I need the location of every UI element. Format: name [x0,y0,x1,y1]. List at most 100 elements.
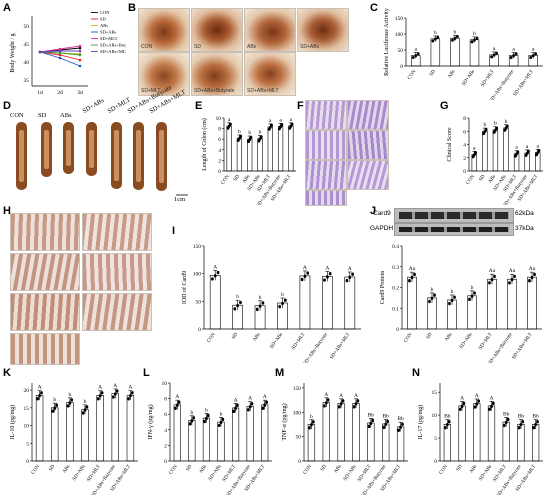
bar [267,126,273,172]
significance-letter: a [228,117,231,123]
data-point [412,55,415,59]
bar [443,423,451,462]
significance-letter: b [494,121,497,127]
blot-card9 [394,208,514,223]
significance-letter: Aa [529,266,536,272]
data-point [303,274,307,278]
tissue-photo: SD [191,8,243,52]
bar [209,275,221,330]
y-tick-label: 150 [395,16,404,22]
weight-point [78,44,82,48]
data-point [345,278,349,282]
bar [487,405,496,462]
significance-letter: b [53,397,56,403]
panel-a-xtick: 1d [37,90,43,96]
data-point [492,130,496,134]
panel-letter-i: I [172,225,176,237]
y-tick-label: 6 [164,412,167,418]
bar [226,125,232,172]
ihc-photo [82,213,152,251]
data-point [490,404,493,408]
legend-label: CON [100,10,110,15]
bar [246,406,254,462]
panel-letter-n: N [412,367,420,379]
data-point [328,271,332,275]
data-point [534,422,537,426]
significance-letter: Bb [368,412,375,418]
y-tick-label: 50 [196,299,202,305]
data-point [55,403,58,407]
y-tick-label: 8 [218,127,221,133]
data-point [131,391,134,394]
bar [247,138,253,172]
significance-letter: b [505,119,508,125]
significance-letter: b [238,129,241,135]
data-point [36,397,39,400]
bar [337,403,345,462]
data-point [472,153,476,156]
panel-a-ytick: 50 [24,24,30,30]
panel-l-bar-chart: IFN-γ (pg/mg) 0 2 4 6 8 10 A CON b SD b ABs b SD+ABs A S… [147,381,272,495]
histology-photo [347,160,389,190]
data-point [261,301,265,304]
data-point [306,271,310,274]
y-tick-label: 0 [400,64,403,70]
colon-strips [16,122,188,196]
y-tick-label: 150 [293,386,302,392]
bar [322,276,333,330]
x-tick-label: CON [466,174,476,186]
data-point [510,277,514,281]
weight-point [38,50,42,54]
data-point [258,137,262,140]
data-point [236,138,240,142]
x-tick-label: SD+ABs+MLT [512,332,534,360]
significance-letter: a [290,117,293,123]
blot-size-gapdh: 37kDa [515,225,534,232]
data-point [278,304,281,308]
data-point [356,399,360,402]
x-tick-label: SD+ABs [208,464,223,482]
panel-a-ytick: 35 [24,78,30,84]
weight-point [58,51,62,55]
panel-letter-b: B [128,2,136,14]
chart-ylabel: Length of Colon (cm) [201,118,208,171]
data-point [506,417,510,421]
chart-ylabel: Clinical Score [447,127,453,161]
data-point [519,422,523,426]
weight-point [78,64,82,68]
legend-label: SD+ABs [100,30,117,35]
data-point [517,425,521,429]
ihc-photo [82,253,152,291]
data-point [456,35,459,38]
data-point [98,394,102,397]
data-point [238,136,241,140]
data-point [263,403,267,407]
y-tick-label: 0.2 [392,286,399,292]
photo-caption: SD+ABs+MLT [247,88,279,94]
data-point [513,154,517,158]
y-tick-label: 0 [198,327,201,333]
tissue-photo: SD+MLT [138,52,190,96]
data-point [451,38,454,42]
data-point [308,426,311,429]
y-tick-label: 150 [193,244,202,250]
x-tick-label: SD+MLT [493,464,508,483]
x-tick-label: CON [303,464,313,476]
tissue-photo: CON [138,8,190,52]
bar [367,422,375,462]
colon-strip-highlight [19,130,24,182]
chart-ylabel: Relative Luciferase Activity [383,8,390,76]
y-tick-label: 4 [463,143,466,149]
significance-letter: A [98,385,102,391]
data-point [239,300,242,304]
data-point [513,274,516,278]
data-point [115,389,119,392]
data-point [221,417,225,421]
ihc-photo [82,293,152,331]
chart-ylabel: IL-10 (pg/mg) [9,405,16,440]
x-tick-label: ABs [242,174,251,184]
colon-label: CON [10,112,24,119]
bar [430,38,441,67]
weight-point [58,47,62,51]
